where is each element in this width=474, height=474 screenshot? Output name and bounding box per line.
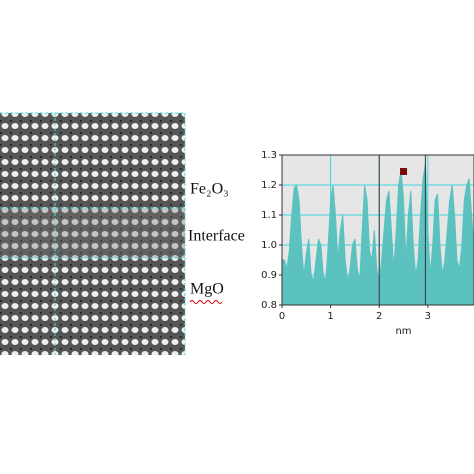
y-tick-label: 1.2 <box>261 180 277 191</box>
x-tick-label: 0 <box>279 311 285 322</box>
x-tick-label: 3 <box>425 311 431 322</box>
y-tick-label: 1.3 <box>261 150 277 161</box>
layer-label: Interface <box>188 228 245 245</box>
x-tick-label: 2 <box>376 311 382 322</box>
y-tick-label: 0.9 <box>261 270 277 281</box>
x-axis-label: nm <box>395 326 411 337</box>
spell-underline <box>189 300 223 304</box>
y-tick-label: 1.0 <box>261 240 277 251</box>
micrograph <box>0 112 186 355</box>
layer-label: Fe₂O₃ <box>190 181 229 198</box>
layer-label: MgO <box>190 281 224 298</box>
marker <box>400 168 408 175</box>
plot-frame <box>281 154 474 306</box>
y-tick-label: 1.1 <box>261 210 277 221</box>
y-tick-label: 0.8 <box>261 300 277 311</box>
x-tick-label: 1 <box>327 311 333 322</box>
